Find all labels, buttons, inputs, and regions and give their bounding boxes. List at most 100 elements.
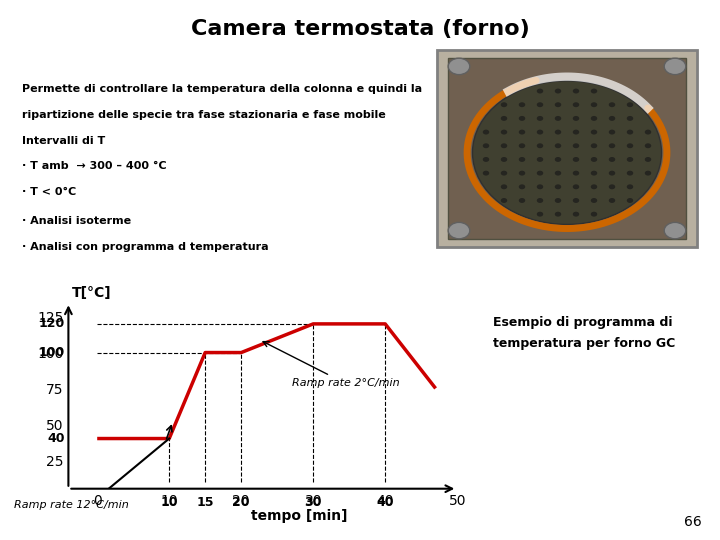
- Circle shape: [554, 130, 562, 134]
- Circle shape: [537, 198, 544, 203]
- Circle shape: [518, 184, 526, 189]
- Text: 20: 20: [233, 496, 250, 509]
- Circle shape: [518, 171, 526, 176]
- Circle shape: [573, 143, 579, 148]
- Text: Permette di controllare la temperatura della colonna e quindi la: Permette di controllare la temperatura d…: [22, 84, 422, 94]
- Circle shape: [626, 102, 634, 107]
- FancyBboxPatch shape: [448, 58, 685, 239]
- Circle shape: [590, 212, 598, 217]
- Circle shape: [518, 143, 526, 148]
- Text: 10: 10: [161, 496, 178, 509]
- Circle shape: [573, 198, 579, 203]
- Circle shape: [609, 184, 615, 189]
- Circle shape: [626, 184, 634, 189]
- Circle shape: [573, 116, 579, 121]
- Circle shape: [482, 143, 490, 148]
- Text: T[°C]: T[°C]: [72, 286, 112, 300]
- Circle shape: [482, 171, 490, 176]
- Circle shape: [537, 130, 544, 134]
- Circle shape: [554, 198, 562, 203]
- Circle shape: [626, 143, 634, 148]
- Text: 30: 30: [305, 496, 322, 509]
- Text: temperatura per forno GC: temperatura per forno GC: [493, 338, 675, 350]
- Text: Esempio di programma di: Esempio di programma di: [493, 316, 672, 329]
- Circle shape: [448, 58, 470, 75]
- Circle shape: [501, 130, 507, 134]
- Circle shape: [537, 212, 544, 217]
- Circle shape: [501, 157, 507, 162]
- Text: 120: 120: [39, 318, 65, 330]
- Circle shape: [609, 157, 615, 162]
- Circle shape: [590, 116, 598, 121]
- Circle shape: [554, 102, 562, 107]
- Circle shape: [482, 157, 490, 162]
- Circle shape: [501, 102, 507, 107]
- Circle shape: [626, 130, 634, 134]
- Circle shape: [645, 130, 652, 134]
- Circle shape: [501, 116, 507, 121]
- Circle shape: [448, 222, 470, 239]
- Text: · Analisi con programma d temperatura: · Analisi con programma d temperatura: [22, 242, 269, 252]
- Circle shape: [554, 116, 562, 121]
- Circle shape: [573, 212, 579, 217]
- Circle shape: [472, 81, 662, 225]
- Text: 66: 66: [684, 515, 702, 529]
- Circle shape: [645, 143, 652, 148]
- Circle shape: [501, 198, 507, 203]
- Circle shape: [590, 157, 598, 162]
- Circle shape: [518, 198, 526, 203]
- Circle shape: [518, 102, 526, 107]
- Circle shape: [554, 212, 562, 217]
- Circle shape: [590, 89, 598, 93]
- Circle shape: [554, 143, 562, 148]
- Circle shape: [537, 171, 544, 176]
- Text: 100: 100: [39, 346, 65, 359]
- Circle shape: [609, 198, 615, 203]
- Circle shape: [590, 102, 598, 107]
- Text: · Analisi isoterme: · Analisi isoterme: [22, 216, 131, 226]
- Circle shape: [590, 198, 598, 203]
- Circle shape: [537, 89, 544, 93]
- Circle shape: [554, 89, 562, 93]
- Circle shape: [590, 184, 598, 189]
- Circle shape: [590, 171, 598, 176]
- FancyBboxPatch shape: [438, 50, 697, 247]
- Circle shape: [501, 143, 507, 148]
- Circle shape: [537, 157, 544, 162]
- Text: 40: 40: [48, 432, 65, 445]
- Circle shape: [626, 116, 634, 121]
- Text: Ramp rate 2°C/min: Ramp rate 2°C/min: [263, 342, 399, 388]
- Text: Ramp rate 12°C/min: Ramp rate 12°C/min: [14, 500, 129, 510]
- Circle shape: [537, 116, 544, 121]
- Circle shape: [590, 143, 598, 148]
- Circle shape: [573, 171, 579, 176]
- Circle shape: [645, 171, 652, 176]
- Circle shape: [501, 171, 507, 176]
- Circle shape: [482, 130, 490, 134]
- Circle shape: [573, 89, 579, 93]
- Circle shape: [501, 184, 507, 189]
- Circle shape: [573, 184, 579, 189]
- Circle shape: [573, 130, 579, 134]
- Circle shape: [665, 58, 685, 75]
- Circle shape: [537, 143, 544, 148]
- Circle shape: [609, 143, 615, 148]
- Circle shape: [554, 184, 562, 189]
- Text: Intervalli di T: Intervalli di T: [22, 136, 105, 146]
- Text: · T amb  → 300 – 400 °C: · T amb → 300 – 400 °C: [22, 161, 166, 172]
- Circle shape: [609, 116, 615, 121]
- Circle shape: [573, 102, 579, 107]
- Circle shape: [665, 222, 685, 239]
- Text: tempo [min]: tempo [min]: [251, 509, 347, 523]
- Circle shape: [609, 130, 615, 134]
- Circle shape: [537, 102, 544, 107]
- Circle shape: [518, 157, 526, 162]
- Text: 40: 40: [377, 496, 394, 509]
- Circle shape: [609, 102, 615, 107]
- Circle shape: [573, 157, 579, 162]
- Circle shape: [518, 116, 526, 121]
- Text: Camera termostata (forno): Camera termostata (forno): [191, 19, 529, 39]
- Circle shape: [609, 171, 615, 176]
- Text: 15: 15: [197, 496, 214, 509]
- Circle shape: [626, 198, 634, 203]
